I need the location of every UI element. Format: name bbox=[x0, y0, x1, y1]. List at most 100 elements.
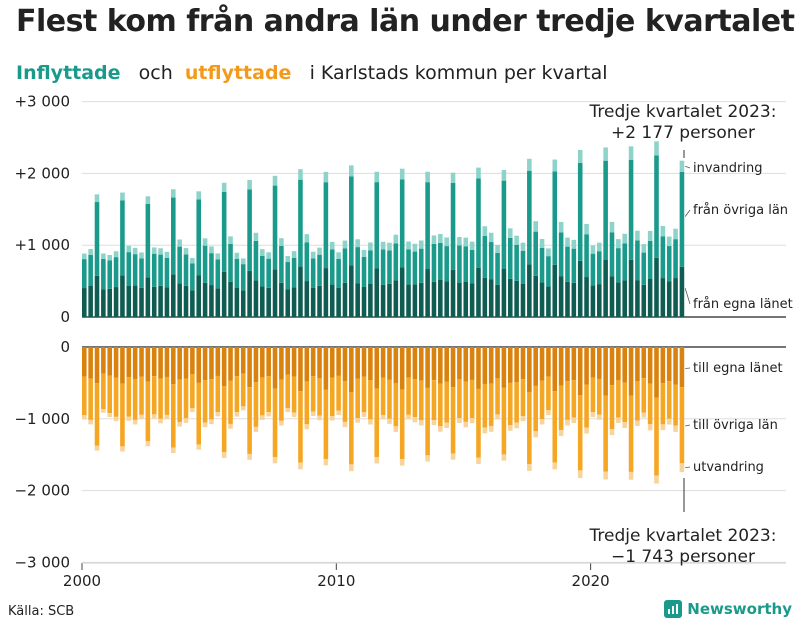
bar-segment-out bbox=[355, 347, 360, 379]
bar-segment-out bbox=[387, 347, 392, 380]
bar-segment-out bbox=[380, 377, 386, 416]
bar-segment-in bbox=[183, 254, 189, 286]
bar-segment-in bbox=[132, 285, 138, 317]
bar-segment-in bbox=[171, 274, 176, 317]
bar-segment-in bbox=[126, 245, 132, 253]
bar-segment-in bbox=[457, 282, 462, 317]
bar-segment-out bbox=[628, 471, 634, 480]
bar-segment-out bbox=[558, 347, 564, 386]
bar-segment-in bbox=[412, 284, 418, 317]
bar-segment-out bbox=[361, 412, 367, 417]
bar-segment-in bbox=[469, 283, 475, 317]
bar-segment-in bbox=[151, 253, 157, 287]
bar-segment-in bbox=[450, 172, 456, 184]
bar-segment-out bbox=[94, 347, 100, 384]
bar-segment-in bbox=[139, 258, 144, 288]
bar-segment-in bbox=[196, 191, 202, 200]
label-fran-egna-lanet-leader bbox=[684, 288, 691, 305]
bar-segment-in bbox=[177, 283, 182, 317]
y-tick-label-upper: +2 000 bbox=[14, 164, 70, 182]
bar-segment-out bbox=[304, 347, 310, 382]
bar-segment-in bbox=[603, 160, 608, 261]
bar-segment-out bbox=[469, 347, 475, 380]
label-fran-egna-lanet: från egna länet bbox=[693, 297, 793, 312]
bar-segment-in bbox=[431, 281, 437, 317]
bar-segment-in bbox=[520, 283, 526, 317]
bar-segment-out bbox=[304, 381, 310, 425]
bar-segment-in bbox=[444, 237, 449, 247]
bar-segment-in bbox=[666, 236, 672, 247]
bar-segment-out bbox=[266, 412, 271, 417]
bar-segment-out bbox=[501, 347, 507, 388]
bar-segment-in bbox=[158, 254, 163, 286]
bar-segment-out bbox=[635, 347, 640, 382]
bar-segment-out bbox=[101, 373, 106, 410]
bar-segment-out bbox=[190, 374, 195, 408]
bar-segment-in bbox=[190, 257, 195, 264]
bar-segment-out bbox=[171, 384, 176, 448]
bar-segment-in bbox=[177, 239, 182, 247]
bar-segment-in bbox=[463, 246, 469, 282]
bar-segment-out bbox=[336, 410, 341, 415]
bar-segment-out bbox=[132, 378, 138, 420]
bar-segment-in bbox=[457, 237, 462, 246]
bar-segment-out bbox=[266, 347, 271, 377]
bar-segment-out bbox=[628, 395, 634, 472]
bar-segment-in bbox=[425, 269, 430, 317]
bar-segment-in bbox=[558, 276, 564, 317]
bar-segment-out bbox=[679, 347, 685, 388]
bar-segment-in bbox=[571, 248, 577, 283]
bar-segment-in bbox=[539, 247, 545, 283]
bar-segment-in bbox=[266, 258, 271, 288]
bar-segment-in bbox=[247, 189, 252, 271]
bar-segment-out bbox=[488, 383, 494, 426]
bar-segment-in bbox=[88, 286, 93, 317]
bar-segment-in bbox=[260, 249, 265, 256]
bar-segment-out bbox=[247, 387, 252, 454]
bar-segment-in bbox=[406, 241, 411, 250]
bar-segment-out bbox=[654, 475, 659, 484]
bar-segment-out bbox=[215, 375, 221, 413]
bar-segment-out bbox=[291, 347, 297, 377]
bar-segment-out bbox=[387, 418, 392, 424]
bar-segment-out bbox=[323, 389, 329, 459]
bar-segment-out bbox=[457, 347, 462, 380]
bar-segment-out bbox=[196, 347, 202, 383]
bar-segment-out bbox=[622, 382, 627, 423]
y-tick-label-lower: −2 000 bbox=[14, 482, 70, 500]
bar-segment-out bbox=[285, 347, 291, 375]
chart-subtitle: Inflyttade och utflyttade i Karlstads ko… bbox=[16, 62, 608, 84]
bar-segment-out bbox=[272, 388, 278, 458]
bar-segment-in bbox=[679, 266, 685, 317]
bar-segment-in bbox=[82, 259, 87, 289]
bar-segment-out bbox=[546, 347, 551, 377]
bar-segment-out bbox=[221, 452, 227, 458]
bar-segment-out bbox=[660, 347, 666, 384]
bar-segment-in bbox=[190, 290, 195, 317]
bar-segment-in bbox=[628, 159, 634, 260]
bar-segment-out bbox=[482, 347, 488, 384]
bar-segment-out bbox=[603, 347, 608, 396]
bar-segment-in bbox=[514, 280, 519, 317]
subtitle-rest: i Karlstads kommun per kvartal bbox=[309, 62, 608, 84]
label-invandring-leader bbox=[685, 165, 691, 169]
bar-segment-out bbox=[444, 422, 449, 428]
bar-segment-in bbox=[260, 255, 265, 287]
bar-segment-out bbox=[374, 457, 380, 464]
bar-segment-in bbox=[126, 252, 132, 286]
bar-segment-in bbox=[622, 280, 627, 317]
bar-segment-in bbox=[673, 239, 678, 279]
bar-segment-in bbox=[495, 284, 500, 317]
y-tick-label-upper: +1 000 bbox=[14, 236, 70, 254]
bar-segment-out bbox=[151, 347, 157, 377]
bar-segment-in bbox=[590, 285, 596, 317]
bar-segment-out bbox=[253, 426, 259, 432]
bar-segment-out bbox=[444, 347, 449, 382]
newsworthy-icon bbox=[664, 600, 683, 618]
bar-segment-in bbox=[654, 141, 659, 156]
bar-segment-out bbox=[368, 347, 373, 381]
bar-segment-in bbox=[240, 258, 246, 265]
bar-segment-out bbox=[202, 380, 208, 423]
bar-segment-out bbox=[539, 380, 545, 420]
